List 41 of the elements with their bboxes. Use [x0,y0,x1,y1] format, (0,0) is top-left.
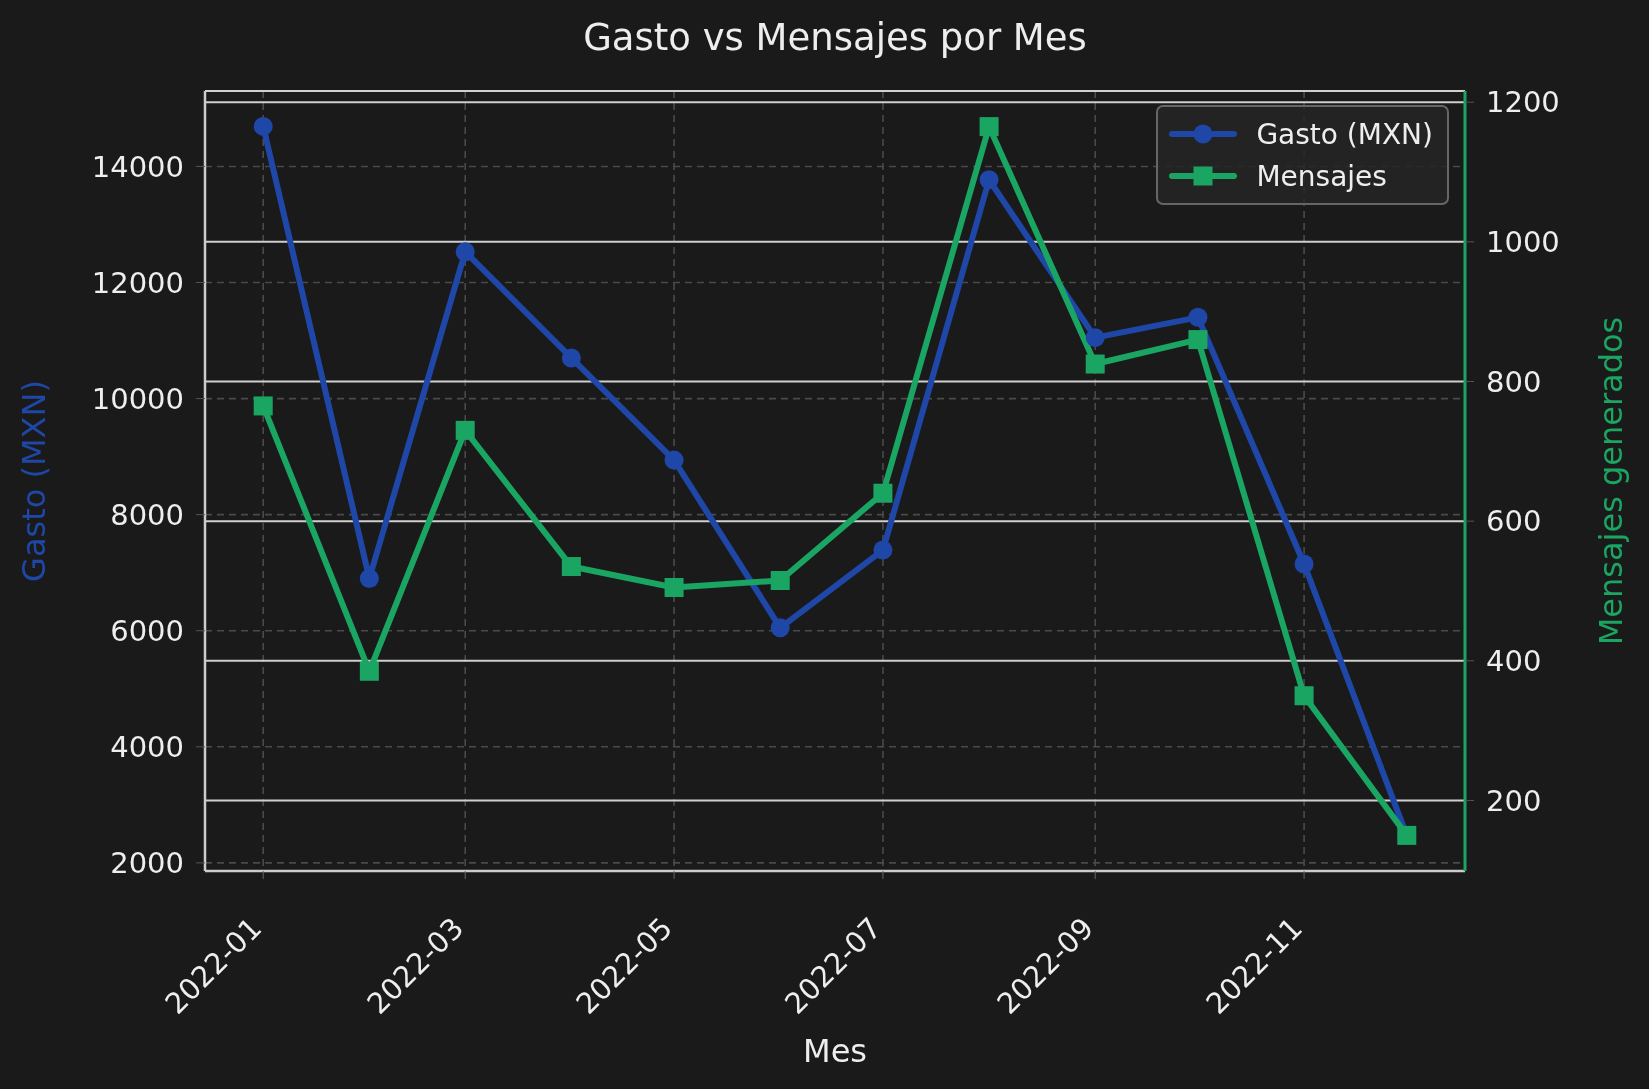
y2-tick-label: 1000 [1486,225,1560,260]
y-tick-label: 14000 [91,149,184,184]
legend-label: Gasto (MXN) [1256,117,1433,151]
point [770,571,790,591]
point [253,396,273,416]
legend-label: Mensajes [1256,159,1387,193]
point [873,483,893,503]
x-axis-title: Mes [803,1032,867,1070]
y2-tick-label: 200 [1486,783,1542,818]
point [1188,307,1208,327]
point [561,348,581,368]
y-tick-label: 12000 [91,265,184,300]
y-tick-label: 2000 [110,846,184,881]
y-tick-label: 8000 [110,497,184,532]
point [979,117,999,137]
point [1294,554,1314,574]
point [455,242,475,262]
point [359,661,379,681]
y-axis-title: Gasto (MXN) [15,380,53,582]
point [664,577,684,597]
point [1294,686,1314,706]
point [770,618,790,638]
point [253,116,273,136]
y2-tick-label: 1200 [1486,85,1560,120]
y-tick-label: 4000 [110,730,184,765]
point [561,557,581,577]
point [1085,354,1105,374]
point [979,170,999,190]
point [359,569,379,588]
y2-tick-label: 800 [1486,364,1542,399]
y-tick-label: 6000 [110,614,184,649]
chart-title: Gasto vs Mensajes por Mes [582,15,1088,61]
y-tick-label: 10000 [91,381,184,416]
y2-axis-title: Mensajes generados [1592,316,1630,646]
y2-tick-label: 600 [1486,504,1542,539]
point [664,450,684,470]
point [1085,328,1105,348]
point [873,540,893,560]
point [455,420,475,440]
y2-tick-label: 400 [1486,644,1542,679]
point [1188,330,1208,350]
